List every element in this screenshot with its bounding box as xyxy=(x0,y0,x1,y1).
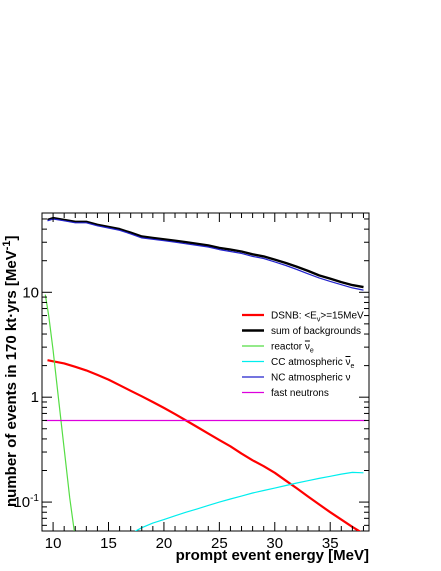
x-tick-label: 20 xyxy=(156,535,173,552)
series-line-1 xyxy=(47,359,362,531)
legend-label-tail: >=15MeV xyxy=(320,311,364,322)
legend-label-symbol: ν xyxy=(345,357,350,368)
y-axis-title-exponent: -1 xyxy=(1,240,13,250)
series-line-5 xyxy=(47,218,364,291)
y-tick-label: 10 xyxy=(22,284,39,301)
legend-label-text: reactor xyxy=(271,342,305,353)
y-tick-label: 10-1 xyxy=(13,493,39,511)
x-axis-title: prompt event energy [MeV] xyxy=(176,547,369,564)
legend-label-1: DSNB: <Eν>=15MeV xyxy=(271,311,364,324)
legend-label-6: fast neutrons xyxy=(271,388,329,399)
x-tick-label: 30 xyxy=(266,535,283,552)
legend-label-subscript: e xyxy=(350,363,354,370)
x-tick-label: 15 xyxy=(100,535,117,552)
legend-label-subscript: ν xyxy=(317,317,321,324)
legend-label-text: sum of backgrounds xyxy=(271,326,361,337)
legend-label-text: DSNB: <E xyxy=(271,311,317,322)
legend-label-2: sum of backgrounds xyxy=(271,326,361,337)
y-axis-title-close: ] xyxy=(3,235,20,240)
y-tick-label-exponent: -1 xyxy=(30,493,39,504)
y-tick-label-base: 1 xyxy=(31,389,39,406)
y-axis-title: number of events in 170 kt·yrs [MeV-1] xyxy=(1,235,20,507)
legend-label-5: NC atmospheric ν xyxy=(271,373,350,384)
y-axis-title-main: number of events in 170 kt·yrs [MeV xyxy=(3,250,20,507)
legend-label-subscript: e xyxy=(310,348,314,355)
y-tick-label-base: 10 xyxy=(22,284,39,301)
legend-label-3: reactor νe xyxy=(271,342,314,355)
legend-label-text: NC atmospheric ν xyxy=(271,373,350,384)
x-tick-label: 10 xyxy=(45,535,62,552)
legend-label-symbol: ν xyxy=(305,342,310,353)
y-tick-label: 1 xyxy=(31,389,39,406)
x-tick-label: 25 xyxy=(211,535,228,552)
series-layer xyxy=(44,216,366,531)
legend-label-4: CC atmospheric νe xyxy=(271,357,354,370)
series-line-2 xyxy=(47,216,364,289)
series-line-4 xyxy=(134,471,364,531)
x-tick-label: 35 xyxy=(322,535,339,552)
plot-area-frame xyxy=(41,212,370,532)
legend-label-text: CC atmospheric xyxy=(271,357,345,368)
plot-frame-layer xyxy=(41,212,370,532)
y-tick-label-base: 10 xyxy=(13,494,30,511)
legend-label-text: fast neutrons xyxy=(271,388,329,399)
series-line-3 xyxy=(44,294,75,531)
